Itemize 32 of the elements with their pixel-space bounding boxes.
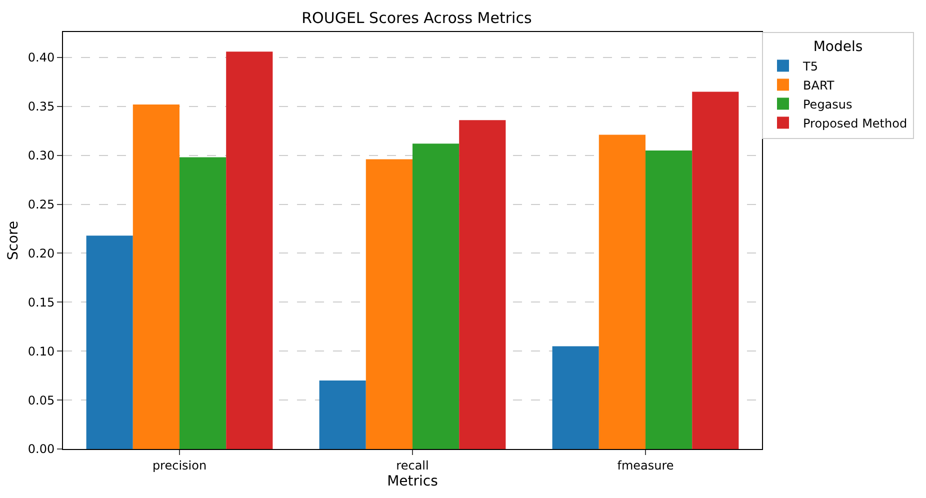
bar bbox=[319, 380, 366, 449]
bar bbox=[180, 157, 226, 449]
bar bbox=[598, 134, 646, 449]
bar bbox=[412, 144, 460, 449]
y-tick-label: 0.05 bbox=[28, 393, 55, 408]
bar bbox=[459, 120, 506, 449]
legend-label: Pegasus bbox=[803, 97, 852, 112]
y-tick-label: 0.10 bbox=[28, 344, 55, 358]
y-tick-label: 0.15 bbox=[28, 295, 55, 310]
bar bbox=[552, 346, 599, 449]
bar bbox=[132, 104, 180, 449]
legend-title: Models bbox=[813, 39, 863, 56]
y-tick-label: 0.30 bbox=[28, 148, 55, 163]
bar bbox=[692, 92, 739, 449]
y-tick-label: 0.25 bbox=[28, 197, 55, 212]
chart-title: ROUGEL Scores Across Metrics bbox=[302, 8, 532, 27]
legend-label: T5 bbox=[802, 59, 818, 74]
legend-label: BART bbox=[803, 78, 835, 92]
legend-label: Proposed Method bbox=[803, 116, 908, 130]
x-axis-title: Metrics bbox=[387, 474, 438, 490]
y-tick-label: 0.20 bbox=[28, 246, 55, 260]
bar bbox=[366, 159, 412, 449]
y-axis-title: Score bbox=[5, 220, 22, 260]
y-tick-label: 0.00 bbox=[28, 442, 55, 456]
y-tick-label: 0.40 bbox=[28, 50, 55, 65]
x-tick-label: fmeasure bbox=[617, 458, 674, 472]
x-tick-label: precision bbox=[152, 458, 207, 472]
x-tick-label: recall bbox=[396, 458, 429, 472]
bar bbox=[86, 236, 133, 449]
bar bbox=[646, 150, 692, 449]
bar bbox=[226, 52, 273, 449]
y-tick-label: 0.35 bbox=[28, 100, 55, 114]
